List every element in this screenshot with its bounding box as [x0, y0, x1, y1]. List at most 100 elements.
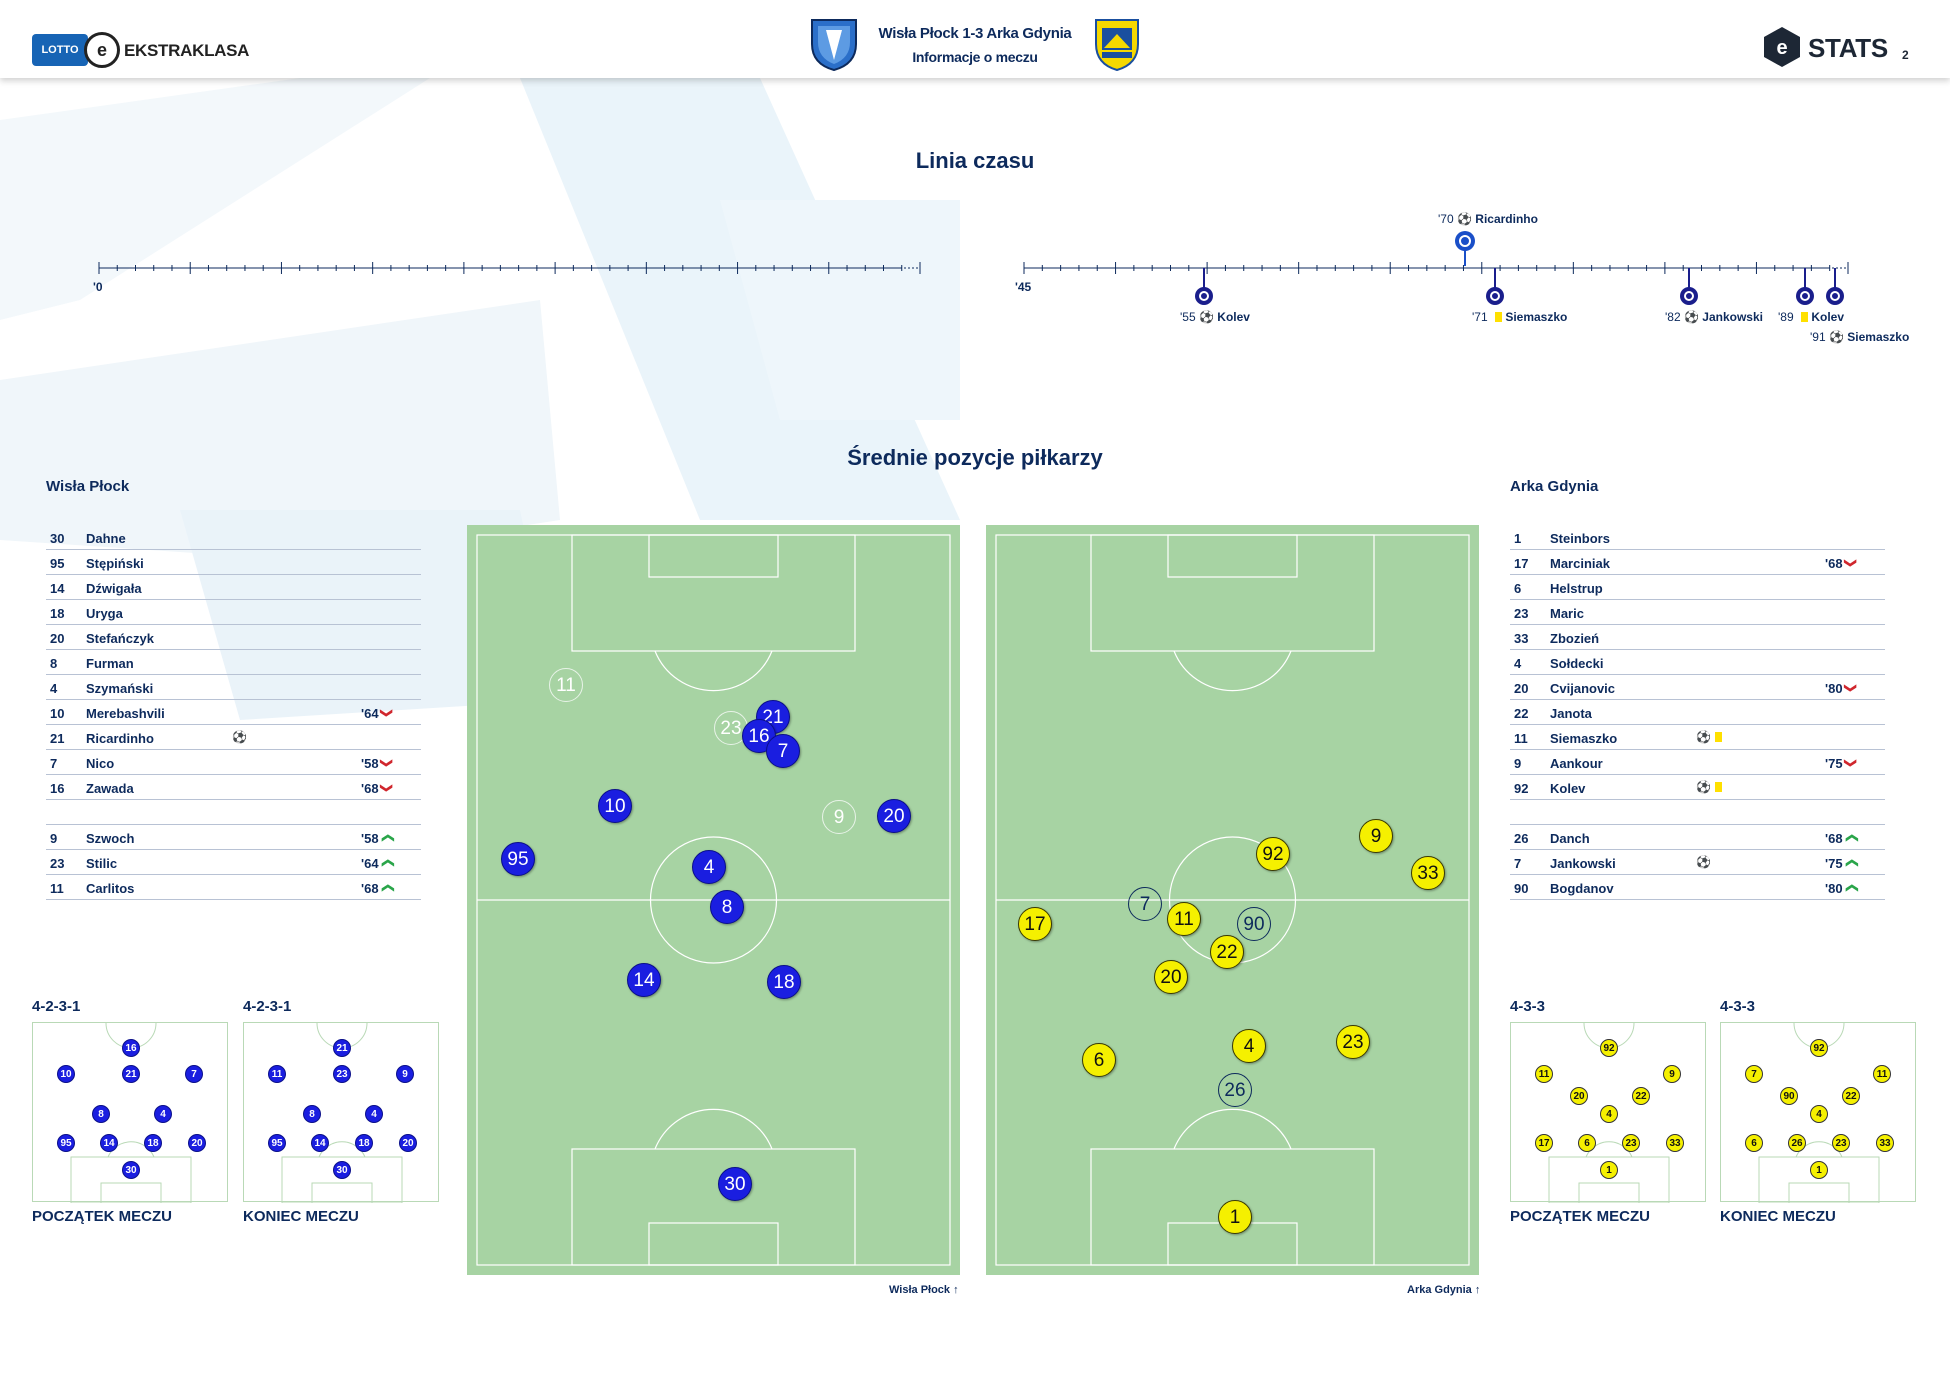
away-formation-end: 4-3-3: [1720, 998, 1756, 1015]
away-pitch-caption: Arka Gdynia ↑: [1407, 1284, 1481, 1296]
goal-icon: ⚽: [1456, 212, 1472, 226]
lineup-row: 9 Aankour '75 ❯: [1510, 750, 1885, 775]
lineup-row: 26 Danch '68 ❯: [1510, 825, 1885, 850]
player-marker[interactable]: 33: [1411, 856, 1445, 890]
formation-player-dot: 4: [154, 1105, 172, 1123]
player-event: ⚽: [1696, 780, 1722, 794]
sub-off-arrow-icon: ❯: [380, 707, 395, 719]
player-marker[interactable]: 10: [598, 789, 632, 823]
player-marker[interactable]: 1: [1218, 1200, 1252, 1234]
formation-player-dot: 14: [100, 1134, 118, 1152]
header-bar: LOTTO e EKSTRAKLASA Wisła Płock 1-3 Arka…: [0, 0, 1950, 78]
lineup-row: 21 Ricardinho ⚽: [46, 725, 421, 750]
player-name: Nico: [86, 756, 115, 771]
lineup-row: 1 Steinbors: [1510, 525, 1885, 550]
formation-player-dot: 18: [144, 1134, 162, 1152]
player-name: Carlitos: [86, 881, 135, 896]
timeline-event-away-5: '91 ⚽ Siemaszko: [1810, 330, 1910, 344]
positions-title: Średnie pozycje piłkarzy: [847, 445, 1103, 470]
player-number: 1: [1514, 531, 1522, 546]
player-marker[interactable]: 90: [1237, 907, 1271, 941]
player-name: Jankowski: [1550, 856, 1616, 871]
formation-player-dot: 9: [396, 1065, 414, 1083]
home-average-positions-pitch: 11 23 21 16 7 10 9 20 95 4 8 14 18 30: [467, 525, 960, 1275]
ekstraklasa-logo[interactable]: LOTTO e EKSTRAKLASA: [32, 32, 249, 68]
lineup-separator: [1510, 800, 1885, 825]
player-name: Marciniak: [1550, 556, 1610, 571]
player-marker[interactable]: 22: [1210, 935, 1244, 969]
player-marker[interactable]: 18: [767, 965, 801, 999]
player-marker[interactable]: 4: [1232, 1029, 1266, 1063]
player-name: Siemaszko: [1550, 731, 1618, 746]
player-marker[interactable]: 6: [1082, 1043, 1116, 1077]
formation-player-dot: 21: [333, 1039, 351, 1057]
formation-player-dot: 6: [1745, 1134, 1763, 1152]
formation-player-dot: 22: [1632, 1087, 1650, 1105]
player-number: 16: [50, 781, 65, 796]
player-marker[interactable]: 7: [1128, 887, 1162, 921]
yellow-card-icon: [1714, 732, 1722, 742]
formation-player-dot: 20: [399, 1134, 417, 1152]
player-name: Aankour: [1550, 756, 1603, 771]
lineup-row: 95 Stępiński: [46, 550, 421, 575]
home-formation-start: 4-2-3-1: [32, 998, 81, 1015]
player-marker[interactable]: 9: [822, 800, 856, 834]
sub-off-arrow-icon: ❯: [1844, 557, 1859, 569]
player-number: 11: [50, 881, 64, 896]
player-marker[interactable]: 20: [1154, 960, 1188, 994]
away-caption-end: KONIEC MECZU: [1720, 1208, 1836, 1225]
sub-minute: '64: [361, 706, 379, 721]
formation-player-dot: 4: [1810, 1105, 1828, 1123]
lineup-row: 8 Furman: [46, 650, 421, 675]
player-number: 8: [50, 656, 58, 671]
player-name: Maric: [1550, 606, 1584, 621]
player-number: 4: [50, 681, 58, 696]
player-name: Janota: [1550, 706, 1592, 721]
formation-player-dot: 23: [1832, 1134, 1850, 1152]
lineup-row: 90 Bogdanov '80 ❯: [1510, 875, 1885, 900]
player-marker[interactable]: 4: [692, 850, 726, 884]
player-marker[interactable]: 7: [766, 734, 800, 768]
lineup-row: 17 Marciniak '68 ❯: [1510, 550, 1885, 575]
formation-player-dot: 21: [122, 1065, 140, 1083]
player-marker[interactable]: 9: [1359, 819, 1393, 853]
away-formation-start-diagram: 92 11 9 20 22 4 17 6 23 33 1: [1510, 1022, 1706, 1203]
sub-minute: '68: [361, 881, 379, 896]
formation-player-dot: 1: [1810, 1161, 1828, 1179]
formation-player-dot: 6: [1578, 1134, 1596, 1152]
sub-on-arrow-icon: ❯: [380, 832, 395, 844]
player-number: 26: [1514, 831, 1529, 846]
timeline-title: Linia czasu: [915, 148, 1035, 173]
stats-logo[interactable]: e STATS: [1760, 25, 1910, 67]
player-marker[interactable]: 92: [1256, 837, 1290, 871]
player-marker[interactable]: 95: [501, 842, 535, 876]
formation-player-dot: 17: [1535, 1134, 1553, 1152]
timeline-start-first-half: '0: [93, 280, 103, 294]
away-team-name: Arka Gdynia: [1510, 478, 1599, 495]
player-marker[interactable]: 11: [1167, 902, 1201, 936]
player-number: 21: [50, 731, 65, 746]
player-name: Stilic: [86, 856, 118, 871]
formation-player-dot: 95: [268, 1134, 286, 1152]
player-name: Merebashvili: [86, 706, 165, 721]
yellow-card-icon: [1800, 312, 1808, 322]
player-marker[interactable]: 20: [877, 799, 911, 833]
player-name: Dahne: [86, 531, 126, 546]
formation-player-dot: 9: [1663, 1065, 1681, 1083]
formation-player-dot: 8: [303, 1105, 321, 1123]
formation-player-dot: 30: [333, 1161, 351, 1179]
player-marker[interactable]: 26: [1218, 1073, 1252, 1107]
player-number: 33: [1514, 631, 1529, 646]
formation-player-dot: 8: [92, 1105, 110, 1123]
player-marker[interactable]: 8: [710, 890, 744, 924]
player-marker[interactable]: 14: [627, 963, 661, 997]
formation-player-dot: 30: [122, 1161, 140, 1179]
player-marker[interactable]: 23: [1336, 1025, 1370, 1059]
player-marker[interactable]: 17: [1018, 907, 1052, 941]
player-marker[interactable]: 30: [718, 1167, 752, 1201]
formation-player-dot: 33: [1876, 1134, 1894, 1152]
player-marker[interactable]: 11: [549, 668, 583, 702]
lineup-row: 7 Jankowski ⚽ '75 ❯: [1510, 850, 1885, 875]
sub-minute: '75: [1825, 756, 1843, 771]
